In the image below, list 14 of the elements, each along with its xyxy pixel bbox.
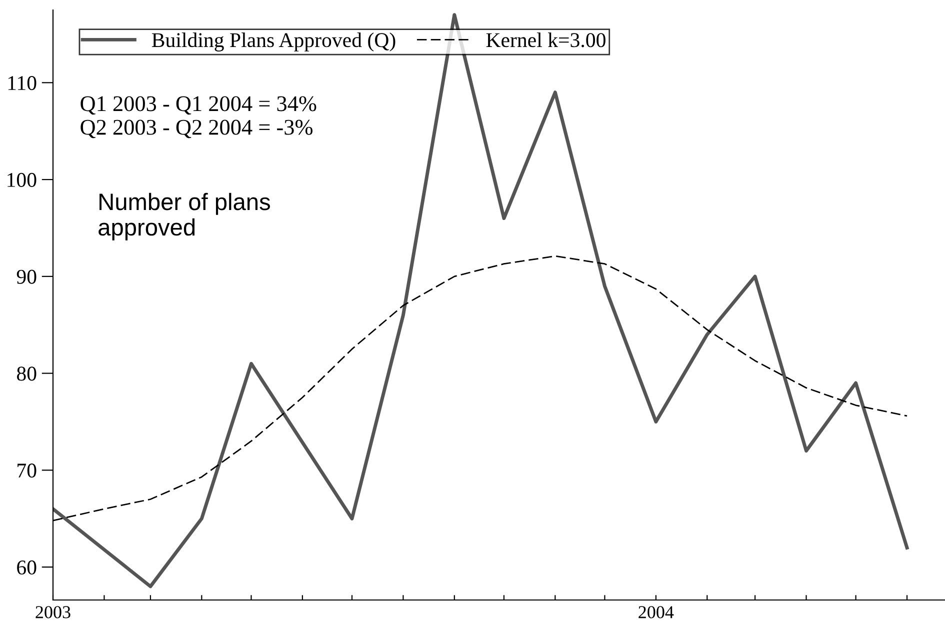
y-tick-label: 70: [18, 464, 36, 478]
y-tick-label: 60: [17, 560, 36, 574]
y-tick-label: 110: [8, 76, 36, 90]
x-tick-label: 2004: [638, 606, 674, 618]
y-tick-label: 80: [16, 366, 36, 381]
x-tick-label: 2003: [36, 606, 70, 618]
y-tick-label: 100: [8, 172, 36, 187]
y-tick-label: 90: [16, 270, 36, 284]
legend-label: Kernel k=3.00: [486, 32, 606, 48]
annotation: Q1 2003 - Q1 2004 = 34%: [80, 96, 316, 115]
annotation: Number of plans approved: [98, 192, 270, 240]
legend-label: Building Plans Approved (Q): [152, 32, 396, 52]
annotation: Q2 2003 - Q2 2004 = -3%: [80, 120, 312, 138]
line-series: [53, 13, 909, 588]
